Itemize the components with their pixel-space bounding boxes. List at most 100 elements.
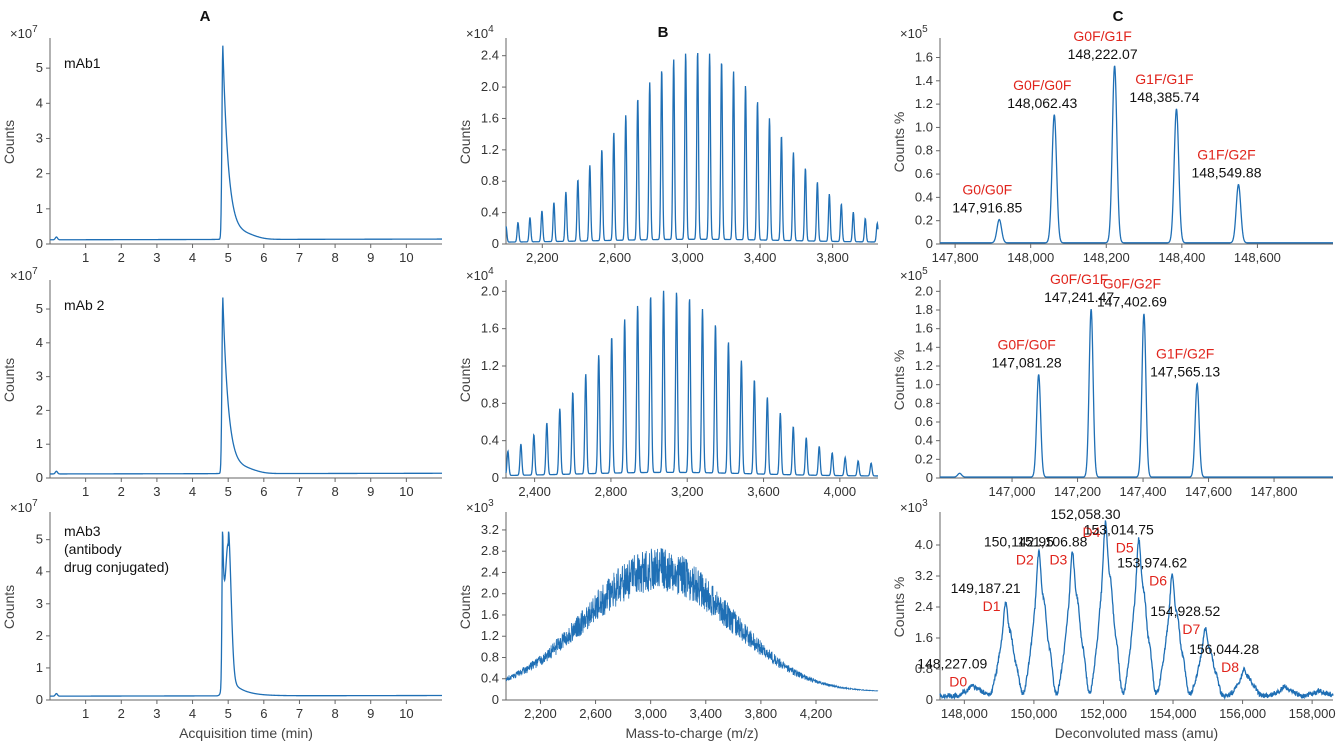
x-tick-label: 148,200 [1083,250,1130,265]
panel-c3: 0 0.8 1.6 2.4 3.2 4.0 148,000 150,000 152,000 154… [891,498,1336,741]
column-title-a: A [200,8,211,25]
x-tick-label: 9 [367,484,374,499]
x-tick-label: 5 [225,484,232,499]
peak-mass-label: 148,549.88 [1191,165,1261,181]
x-tick-label: 156,000 [1219,706,1266,721]
x-tick-label: 2,800 [595,484,628,499]
y-tick-label: 0.6 [915,414,933,429]
peak-mass-label: 147,241.47 [1044,289,1114,305]
x-tick-label: 4,000 [824,484,857,499]
y-tick-label: 0.8 [481,395,499,410]
x-tick-label: 154,000 [1150,706,1197,721]
x-tick-label: 3,200 [671,484,704,499]
peak-glycan-label: G0F/G0F [1013,77,1071,93]
y-tick-label: 1.0 [915,377,933,392]
x-tick-label: 3,600 [747,484,780,499]
peak-glycan-label: G0/G0F [962,182,1012,198]
y-tick-label: 0.8 [915,661,933,676]
y-tick-label: 0.8 [481,649,499,664]
y-axis-label: Counts [457,358,473,402]
y-multiplier-exponent: 7 [32,24,38,35]
x-axis-label: Deconvoluted mass (amu) [1055,725,1218,741]
dar-label: D3 [1049,551,1067,567]
x-tick-label: 147,000 [989,484,1036,499]
y-tick-label: 0.4 [915,189,933,204]
y-multiplier-exponent: 3 [922,498,928,509]
x-tick-label: 147,800 [1251,484,1298,499]
y-axis-label: Counts % [891,577,907,638]
y-tick-label: 0 [492,470,499,485]
x-tick-label: 150,000 [1010,706,1057,721]
y-tick-label: 0 [492,692,499,707]
trace-line [50,297,442,475]
y-tick-label: 2.0 [915,283,933,298]
panel-b2: 0 0.4 0.8 1.2 1.6 2.0 2,400 2,800 3,200 3,600 4,00… [457,266,878,499]
x-tick-label: 3 [153,484,160,499]
x-tick-label: 148,000 [941,706,988,721]
y-tick-label: 0 [492,236,499,251]
panel-b3: 0 0.4 0.8 1.2 1.6 2.0 2.4 2.8 3.2 2,200 2,600 3,000… [457,498,879,741]
peak-glycan-label: G1F/G2F [1156,346,1214,362]
x-tick-label: 6 [260,250,267,265]
y-tick-label: 2 [36,402,43,417]
peak-mass-label: 147,916.85 [952,200,1022,216]
x-tick-label: 9 [367,706,374,721]
y-tick-label: 0 [36,236,43,251]
x-tick-label: 9 [367,250,374,265]
trace-line [505,52,879,243]
y-multiplier-exponent: 3 [488,498,494,509]
x-tick-label: 2,600 [579,706,612,721]
peak-mass-label: 154,928.52 [1150,603,1220,619]
y-tick-label: 2.8 [481,543,499,558]
x-tick-label: 6 [260,484,267,499]
y-tick-label: 0.4 [481,205,499,220]
peak-mass-label: 153,014.75 [1084,522,1154,538]
peak-mass-label: 156,044.28 [1189,641,1259,657]
peak-glycan-label: G1F/G1F [1135,71,1193,87]
trace-line [940,65,1333,244]
dar-label: D6 [1149,573,1167,589]
peak-glycan-label: G0F/G1F [1073,28,1131,44]
peak-mass-label: 152,058.30 [1050,506,1120,522]
y-tick-label: 2.0 [481,283,499,298]
peak-glycan-label: G0F/G1F [1050,271,1108,287]
x-tick-label: 3 [153,706,160,721]
y-tick-label: 5 [36,532,43,547]
x-axis-label: Acquisition time (min) [179,725,313,741]
y-multiplier: ×103 [900,498,928,515]
x-tick-label: 3,800 [816,250,849,265]
x-axis-label: Mass-to-charge (m/z) [625,725,758,741]
y-tick-label: 1.2 [481,358,499,373]
x-tick-label: 3,400 [690,706,723,721]
trace-line [50,45,442,241]
peak-mass-label: 150,142.95 [984,533,1054,549]
x-tick-label: 4 [189,484,196,499]
y-tick-label: 5 [36,301,43,316]
x-tick-label: 2,400 [518,484,551,499]
x-tick-label: 5 [225,250,232,265]
y-multiplier-base: ×10 [466,26,488,41]
panel-c1: 0 0.2 0.4 0.6 0.8 1.0 1.2 1.4 1.6 147,800 148,000 1… [891,24,1333,265]
dar-label: D7 [1182,621,1200,637]
column-title-b: B [658,24,669,41]
y-multiplier-exponent: 5 [922,266,928,277]
y-tick-label: 0.4 [481,433,499,448]
sample-label-line: (antibody [64,541,122,557]
y-multiplier: ×104 [466,266,494,283]
y-tick-label: 0 [36,470,43,485]
x-tick-label: 7 [296,484,303,499]
x-tick-label: 147,600 [1185,484,1232,499]
y-multiplier: ×107 [10,498,38,515]
y-tick-label: 2.4 [915,599,933,614]
y-multiplier-base: ×10 [900,26,922,41]
x-tick-label: 2 [118,484,125,499]
y-tick-label: 0.8 [915,395,933,410]
x-tick-label: 10 [399,706,413,721]
y-tick-label: 1.2 [915,96,933,111]
y-multiplier-exponent: 4 [488,266,494,277]
sample-label-line: mAb3 [64,523,101,539]
x-tick-label: 147,400 [1120,484,1167,499]
peak-mass-label: 153,974.62 [1117,555,1187,571]
